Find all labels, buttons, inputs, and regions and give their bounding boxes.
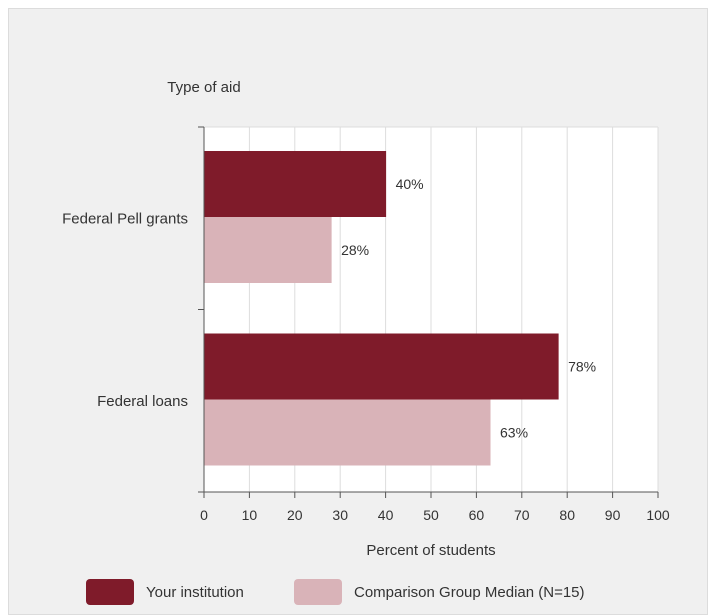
x-tick-label: 30 xyxy=(332,507,348,523)
legend-label: Comparison Group Median (N=15) xyxy=(354,584,585,601)
category-labels: Federal Pell grants Federal loans xyxy=(62,210,188,410)
x-tick-label: 70 xyxy=(514,507,530,523)
y-axis-title: Type of aid xyxy=(167,79,240,96)
data-label: 28% xyxy=(341,242,369,258)
axes xyxy=(198,126,659,498)
bars xyxy=(204,151,559,466)
x-tick-label: 90 xyxy=(605,507,621,523)
legend-swatch xyxy=(86,579,134,605)
data-label: 63% xyxy=(500,425,528,441)
x-tick-label: 10 xyxy=(242,507,258,523)
bar-comparison xyxy=(204,217,332,283)
bar-comparison xyxy=(204,399,491,466)
x-tick-label: 100 xyxy=(646,507,670,523)
legend: Your institution Comparison Group Median … xyxy=(86,579,585,605)
x-tick-labels: 0 10 20 30 40 50 60 70 80 90 100 xyxy=(200,507,670,523)
data-labels: 40% 28% 78% 63% xyxy=(341,176,596,441)
x-tick-label: 40 xyxy=(378,507,394,523)
category-label: Federal Pell grants xyxy=(62,210,188,227)
x-tick-label: 50 xyxy=(423,507,439,523)
legend-swatch xyxy=(294,579,342,605)
x-tick-label: 60 xyxy=(469,507,485,523)
data-label: 78% xyxy=(568,359,596,375)
x-axis-title: Percent of students xyxy=(366,542,495,559)
category-label: Federal loans xyxy=(97,393,188,410)
data-label: 40% xyxy=(396,176,424,192)
x-tick-label: 20 xyxy=(287,507,303,523)
legend-label: Your institution xyxy=(146,584,244,601)
x-tick-label: 80 xyxy=(559,507,575,523)
x-tick-label: 0 xyxy=(200,507,208,523)
bar-institution xyxy=(204,151,387,217)
bar-institution xyxy=(204,333,559,400)
